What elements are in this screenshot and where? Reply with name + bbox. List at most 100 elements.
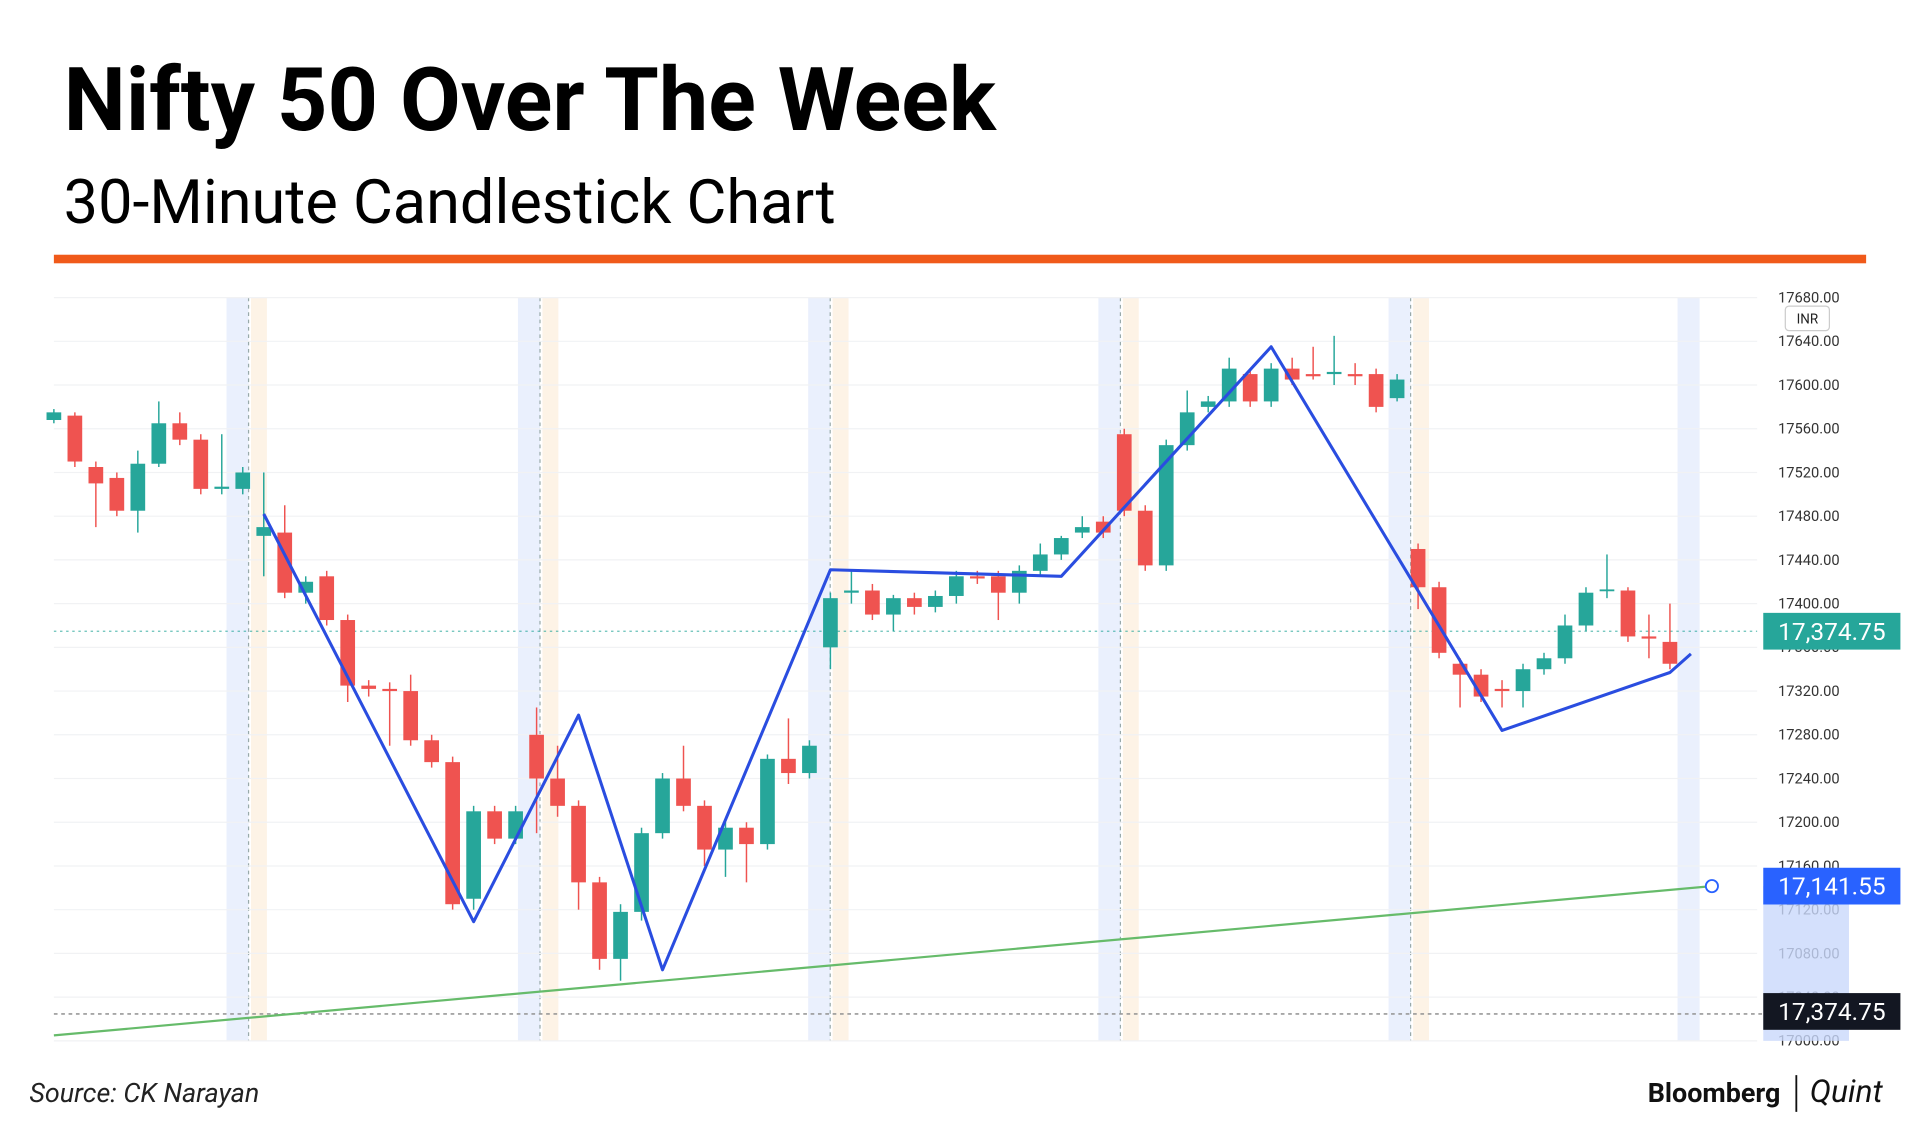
candle-body (46, 412, 62, 421)
candle-body (193, 439, 209, 489)
candle-body (1452, 663, 1468, 675)
y-tick-label: 17600.00 (1778, 376, 1840, 394)
candle-body (382, 688, 398, 692)
trend-line (53, 885, 1713, 1037)
candle-body (571, 805, 586, 883)
y-tick-label: 17400.00 (1778, 595, 1840, 613)
candle-body (319, 576, 335, 621)
session-band (251, 297, 267, 1041)
candle-body (424, 740, 440, 763)
candle-body (865, 590, 880, 615)
bottom-label: 17,374.75 (1778, 997, 1886, 1026)
session-band (1677, 297, 1700, 1041)
y-tick-label: 17560.00 (1778, 420, 1840, 438)
candle-body (214, 486, 230, 489)
price-label-box (1763, 867, 1901, 905)
currency-button-label: INR (1797, 312, 1819, 327)
session-band (808, 297, 831, 1041)
session-bands (226, 297, 1700, 1041)
y-tick-label: 17640.00 (1778, 332, 1840, 350)
price-label-box (1763, 612, 1901, 650)
candle-body (1578, 592, 1594, 626)
candle-body (655, 778, 670, 834)
candle-body (718, 827, 733, 850)
candle-body (1263, 368, 1279, 402)
candle-body (928, 595, 943, 607)
candle-body (130, 463, 146, 511)
candle-body (1221, 368, 1237, 402)
candle-body (1305, 374, 1321, 377)
candle-body (1641, 636, 1657, 639)
candle-body (1515, 669, 1531, 692)
bottom-label-box (1763, 993, 1901, 1030)
candle-body (802, 745, 817, 774)
candle-body (1284, 368, 1300, 380)
candle-body (1074, 527, 1090, 533)
candle-body (256, 527, 272, 536)
session-band (226, 297, 249, 1041)
session-band (1122, 297, 1139, 1041)
y-tick-label: 17480.00 (1778, 507, 1840, 525)
y-tick-label: 17440.00 (1778, 551, 1840, 569)
candle-body (235, 472, 251, 489)
candle-body (508, 811, 523, 839)
zigzag-line (262, 345, 1692, 972)
candle-body (613, 911, 628, 959)
candle-body (1368, 374, 1384, 407)
y-tick-label: 17680.00 (1778, 288, 1840, 306)
candle-body (1137, 510, 1153, 566)
session-band (542, 297, 559, 1041)
session-band (832, 297, 849, 1041)
candle-body (1179, 412, 1195, 446)
candle-body (739, 827, 754, 845)
candle-body (1557, 625, 1573, 659)
candle-body (298, 581, 314, 593)
candle-body (550, 778, 565, 806)
candle-body (1431, 587, 1447, 653)
candle-body (949, 576, 964, 596)
candle-body (760, 758, 775, 845)
currency-button (1784, 305, 1831, 332)
session-band (1098, 297, 1121, 1041)
candle-body (886, 598, 901, 615)
candle-body (676, 778, 691, 806)
session-band (1413, 297, 1429, 1041)
candle-body (1620, 590, 1636, 637)
candle-body (1116, 434, 1132, 511)
candle-body (1242, 374, 1258, 402)
candle-body (1095, 521, 1111, 533)
plot: 17000.0017040.0017080.0017120.0017160.00… (46, 288, 1901, 1050)
candle-body (844, 590, 859, 593)
candle-body (634, 833, 649, 912)
candle-body (697, 805, 712, 850)
candle-body (990, 576, 1006, 593)
candle-body (1347, 374, 1363, 377)
candle-body (151, 423, 167, 464)
y-tick-label: 17200.00 (1778, 813, 1840, 831)
candle-body (466, 811, 481, 899)
candle-body (487, 811, 502, 839)
candle-body (592, 882, 607, 959)
candle-body (109, 477, 125, 511)
candle-body (1032, 554, 1048, 571)
candle-body (1662, 641, 1678, 664)
candle-body (1326, 371, 1342, 375)
candle-body (969, 576, 985, 579)
candle-body (1158, 445, 1174, 566)
candle-body (361, 685, 377, 689)
candle-body (1200, 401, 1216, 407)
chart-subtitle: 30-Minute Candlestick Chart (64, 166, 836, 238)
y-tick-label: 17280.00 (1778, 726, 1840, 744)
candle-body (823, 598, 838, 648)
candle-body (1536, 658, 1552, 670)
candle-body (403, 691, 419, 741)
candle-body (88, 467, 104, 484)
session-band (1388, 297, 1411, 1041)
candle-body (1389, 379, 1405, 399)
brand-quint: Quint (1810, 1072, 1884, 1110)
price-label: 17,141.55 (1778, 872, 1886, 901)
candle-body (529, 734, 544, 779)
candle-body (1494, 688, 1510, 692)
session-band (517, 297, 540, 1041)
